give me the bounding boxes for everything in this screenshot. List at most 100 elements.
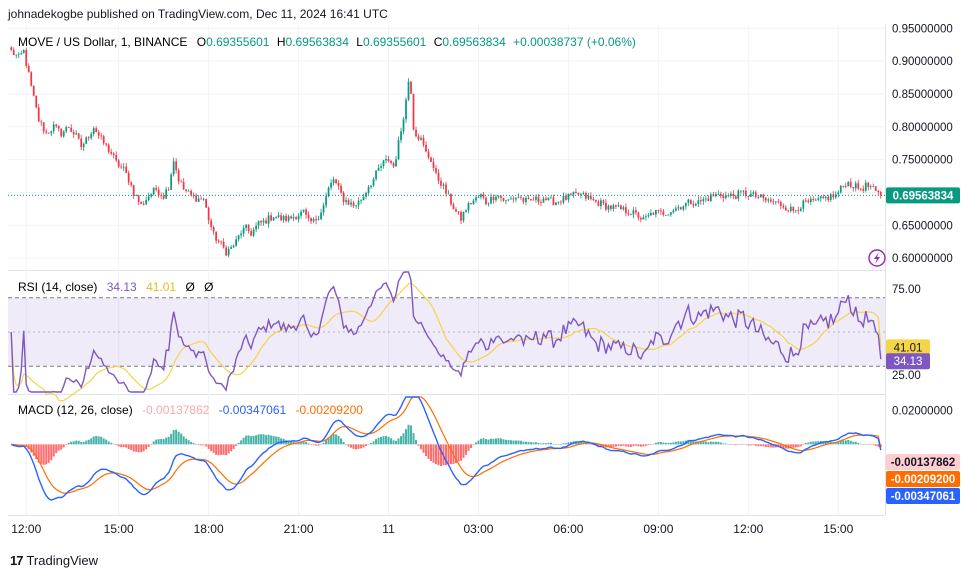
candle-body <box>630 214 632 216</box>
candle <box>120 163 123 170</box>
candle-body <box>25 49 28 66</box>
candle <box>20 50 23 55</box>
candle <box>80 135 83 151</box>
candle <box>275 216 277 219</box>
candle-body <box>844 186 847 187</box>
rsi-title: RSI (14, close) <box>18 280 97 294</box>
candle <box>372 177 375 188</box>
macd-histogram-bar <box>250 436 253 445</box>
tradingview-logo-icon: 17 <box>10 553 24 568</box>
candle <box>302 209 305 213</box>
candle <box>799 206 802 212</box>
candle <box>100 132 103 140</box>
candle <box>157 186 160 198</box>
macd-histogram-bar <box>147 444 150 447</box>
candle-body <box>227 248 230 256</box>
candle-body <box>310 218 312 222</box>
macd-histogram-bar <box>335 434 338 445</box>
macd-title: MACD (12, 26, close) <box>18 403 133 417</box>
macd-histogram-bar <box>152 441 155 445</box>
candle <box>152 187 155 196</box>
macd-histogram-bar <box>237 442 240 445</box>
candle-body <box>525 197 527 202</box>
macd-histogram-bar <box>412 433 415 445</box>
macd-histogram-bar <box>729 443 732 445</box>
candle <box>699 196 702 206</box>
candle <box>587 192 590 201</box>
macd-histogram-bar <box>659 441 662 445</box>
macd-signal-value-label-text: -0.00209200 <box>891 474 956 486</box>
candle-body <box>792 206 795 211</box>
macd-histogram-bar <box>619 444 622 447</box>
candle <box>442 182 445 190</box>
candle-body <box>20 53 23 54</box>
candle-body <box>757 197 760 198</box>
price-tick-label: 0.75000000 <box>892 155 953 167</box>
macd-histogram-bar <box>277 436 280 445</box>
candle <box>72 129 75 139</box>
macd-histogram-bar <box>377 437 380 445</box>
macd-histogram-bar <box>357 444 360 450</box>
candle <box>547 197 550 201</box>
candle-body <box>170 174 173 190</box>
open-value: 0.69355601 <box>206 35 270 49</box>
macd-histogram-bar <box>464 444 467 455</box>
macd-signal-value-label: -0.00209200 <box>886 471 960 487</box>
candle <box>742 189 745 196</box>
candle <box>692 200 695 209</box>
candle <box>650 209 652 217</box>
candle-body <box>570 193 572 195</box>
candle-body <box>652 212 655 215</box>
candle-body <box>247 224 250 231</box>
macd-histogram-bar <box>410 425 413 445</box>
candle-body <box>402 119 405 132</box>
candle-body <box>215 231 218 241</box>
candle-body <box>245 224 247 228</box>
candle-body <box>325 196 327 206</box>
macd-histogram-bar <box>789 444 792 448</box>
candle-body <box>147 196 150 200</box>
candle <box>387 155 390 163</box>
macd-histogram-bar <box>872 444 875 445</box>
candle <box>350 198 352 208</box>
macd-signal-line <box>11 396 882 494</box>
macd-histogram-bar <box>200 444 203 446</box>
candle <box>305 207 307 219</box>
candle <box>542 196 545 203</box>
candle <box>90 131 93 140</box>
current-price-label-text: 0.69563834 <box>893 190 954 202</box>
macd-histogram-bar <box>854 441 857 445</box>
macd-histogram-bar <box>797 444 800 448</box>
macd-histogram-bar <box>679 441 682 445</box>
candle <box>282 214 285 223</box>
candle-body <box>87 137 90 139</box>
candle <box>95 126 98 133</box>
candle-body <box>874 186 877 191</box>
candle-body <box>287 216 290 221</box>
candle-body <box>27 65 30 73</box>
signal-legend-value: -0.00209200 <box>296 403 364 417</box>
macd-histogram-bar <box>584 443 587 445</box>
candle <box>132 184 135 200</box>
candle <box>595 199 597 204</box>
candle <box>167 187 170 191</box>
macd-histogram-bar <box>350 444 353 448</box>
candle <box>877 189 880 196</box>
candle-body <box>67 127 70 128</box>
candle <box>75 130 78 136</box>
candle-body <box>722 195 725 199</box>
candle-body <box>650 212 652 216</box>
candle <box>237 234 240 242</box>
candle <box>320 208 322 220</box>
macd-histogram-bar <box>240 440 243 445</box>
macd-histogram-bar <box>100 436 103 445</box>
candle-body <box>345 200 347 202</box>
price-tick-label: 0.85000000 <box>892 89 953 101</box>
candle <box>752 190 755 197</box>
candle-body <box>165 189 168 199</box>
flash-icon[interactable] <box>868 249 886 267</box>
candle-body <box>734 196 737 199</box>
macd-histogram-bar <box>834 442 837 445</box>
candle-body <box>12 50 15 55</box>
brand-name: TradingView <box>26 553 99 568</box>
